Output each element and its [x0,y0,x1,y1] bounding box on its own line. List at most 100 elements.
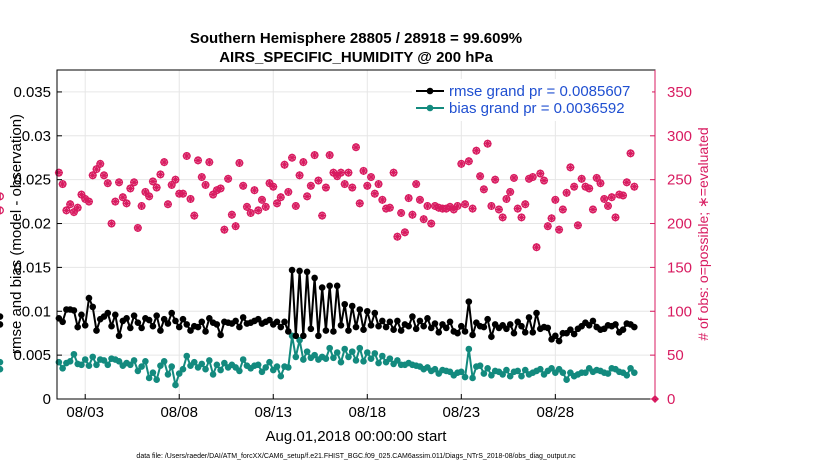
bias-point [202,365,209,373]
rmse-point [0,313,4,320]
obs-evaluated-marker [552,196,559,204]
rmse-point [458,322,465,330]
rmse-line [58,269,635,344]
obs-evaluated-marker [81,195,89,203]
obs-count-point [182,151,191,160]
bias-point [100,357,108,364]
bias-point [157,362,164,369]
obs-count-point [517,213,526,222]
bias-point [153,376,160,383]
bias-point [134,367,142,375]
rmse-point [307,325,315,333]
obs-evaluated-marker [465,157,473,165]
rmse-point [454,329,461,337]
obs-evaluated-marker [153,184,160,191]
bias-point [277,372,285,380]
obs-evaluated-marker [506,188,514,196]
obs-count-point [468,204,477,213]
rmse-point [239,314,247,321]
rmse-point [281,318,288,326]
y-tick-label: 0 [43,391,51,408]
rmse-point [206,314,213,322]
obs-count-point [137,201,146,210]
rmse-point [589,317,597,325]
obs-evaluated-marker [537,170,544,177]
bias-point [582,369,589,376]
bias-point [356,344,364,352]
obs-evaluated-marker [555,226,563,233]
obs-evaluated-marker [570,183,578,190]
rmse-point [134,319,142,326]
obs-evaluated-marker [544,222,552,230]
obs-count-point [163,200,172,209]
obs-count-point [250,186,259,195]
rmse-point [138,324,145,332]
obs-count-point [314,176,323,185]
bias-point [386,355,394,362]
rmse-point [480,323,488,331]
obs-evaluated-marker [183,152,191,160]
obs-count-point [73,203,82,212]
obs-count-point [596,179,605,188]
obs-count-point [385,203,394,212]
obs-evaluated-marker [307,182,315,190]
rmse-point [157,327,164,334]
rmse-point [337,322,345,329]
bias-point [239,356,247,363]
obs-count-point [476,172,485,181]
obs-evaluated-marker [311,151,318,159]
bias-series [0,332,638,389]
obs-evaluated-marker [559,206,567,213]
rmse-point [277,323,285,331]
obs-count-point [607,193,616,202]
obs-count-point [359,166,368,175]
rmse-point [529,329,537,336]
obs-count-point [306,181,315,190]
obs-evaluated-marker [315,177,322,184]
y-tick-label: 0.02 [22,216,51,233]
obs-count-point [412,180,421,189]
rmse-point [360,326,367,333]
rmse-point [330,328,337,335]
obs-count-point [630,182,639,191]
obs-evaluated-marker [480,186,488,193]
obs-count-point [479,185,488,194]
obs-count-point [280,160,289,169]
rmse-point [273,318,281,326]
bias-point [506,372,514,380]
rmse-point [81,322,89,329]
obs-evaluated-marker [318,212,326,219]
obs-count-point [276,193,285,202]
obs-count-point [367,173,376,182]
x-axis-ticks: 08/03 08/08 08/13 08/18 08/23 08/28 [66,394,574,421]
obs-count-point [130,178,139,187]
rmse-point [363,307,371,315]
obs-count-point [115,178,124,187]
obs-count-point [393,232,402,241]
chart-subtitle: AIRS_SPECIFIC_HUMIDITY @ 200 hPa [219,49,493,66]
rmse-point [424,314,431,322]
obs-count-point [419,215,428,224]
obs-count-point [558,205,567,214]
legend-bias-label: bias grand pr = 0.0036592 [449,100,625,117]
obs-evaluated-marker [631,183,638,190]
bias-point [330,354,337,362]
obs-evaluated-marker [74,204,81,212]
obs-evaluated-marker [431,202,439,210]
obs-evaluated-marker [612,214,619,221]
obs-evaluated-marker [469,205,476,212]
obs-count-point [246,209,255,218]
obs-count-point [408,210,417,219]
rmse-point [521,329,529,336]
rmse-series [0,266,638,345]
rmse-point [130,312,138,319]
bias-point [70,350,78,358]
rmse-point [217,331,224,339]
obs-evaluated-marker [495,206,503,213]
obs-evaluated-marker [59,180,66,188]
rmse-point [104,309,112,317]
bias-point [548,364,555,372]
obs-evaluated-marker [127,185,134,192]
bias-point [209,371,217,378]
